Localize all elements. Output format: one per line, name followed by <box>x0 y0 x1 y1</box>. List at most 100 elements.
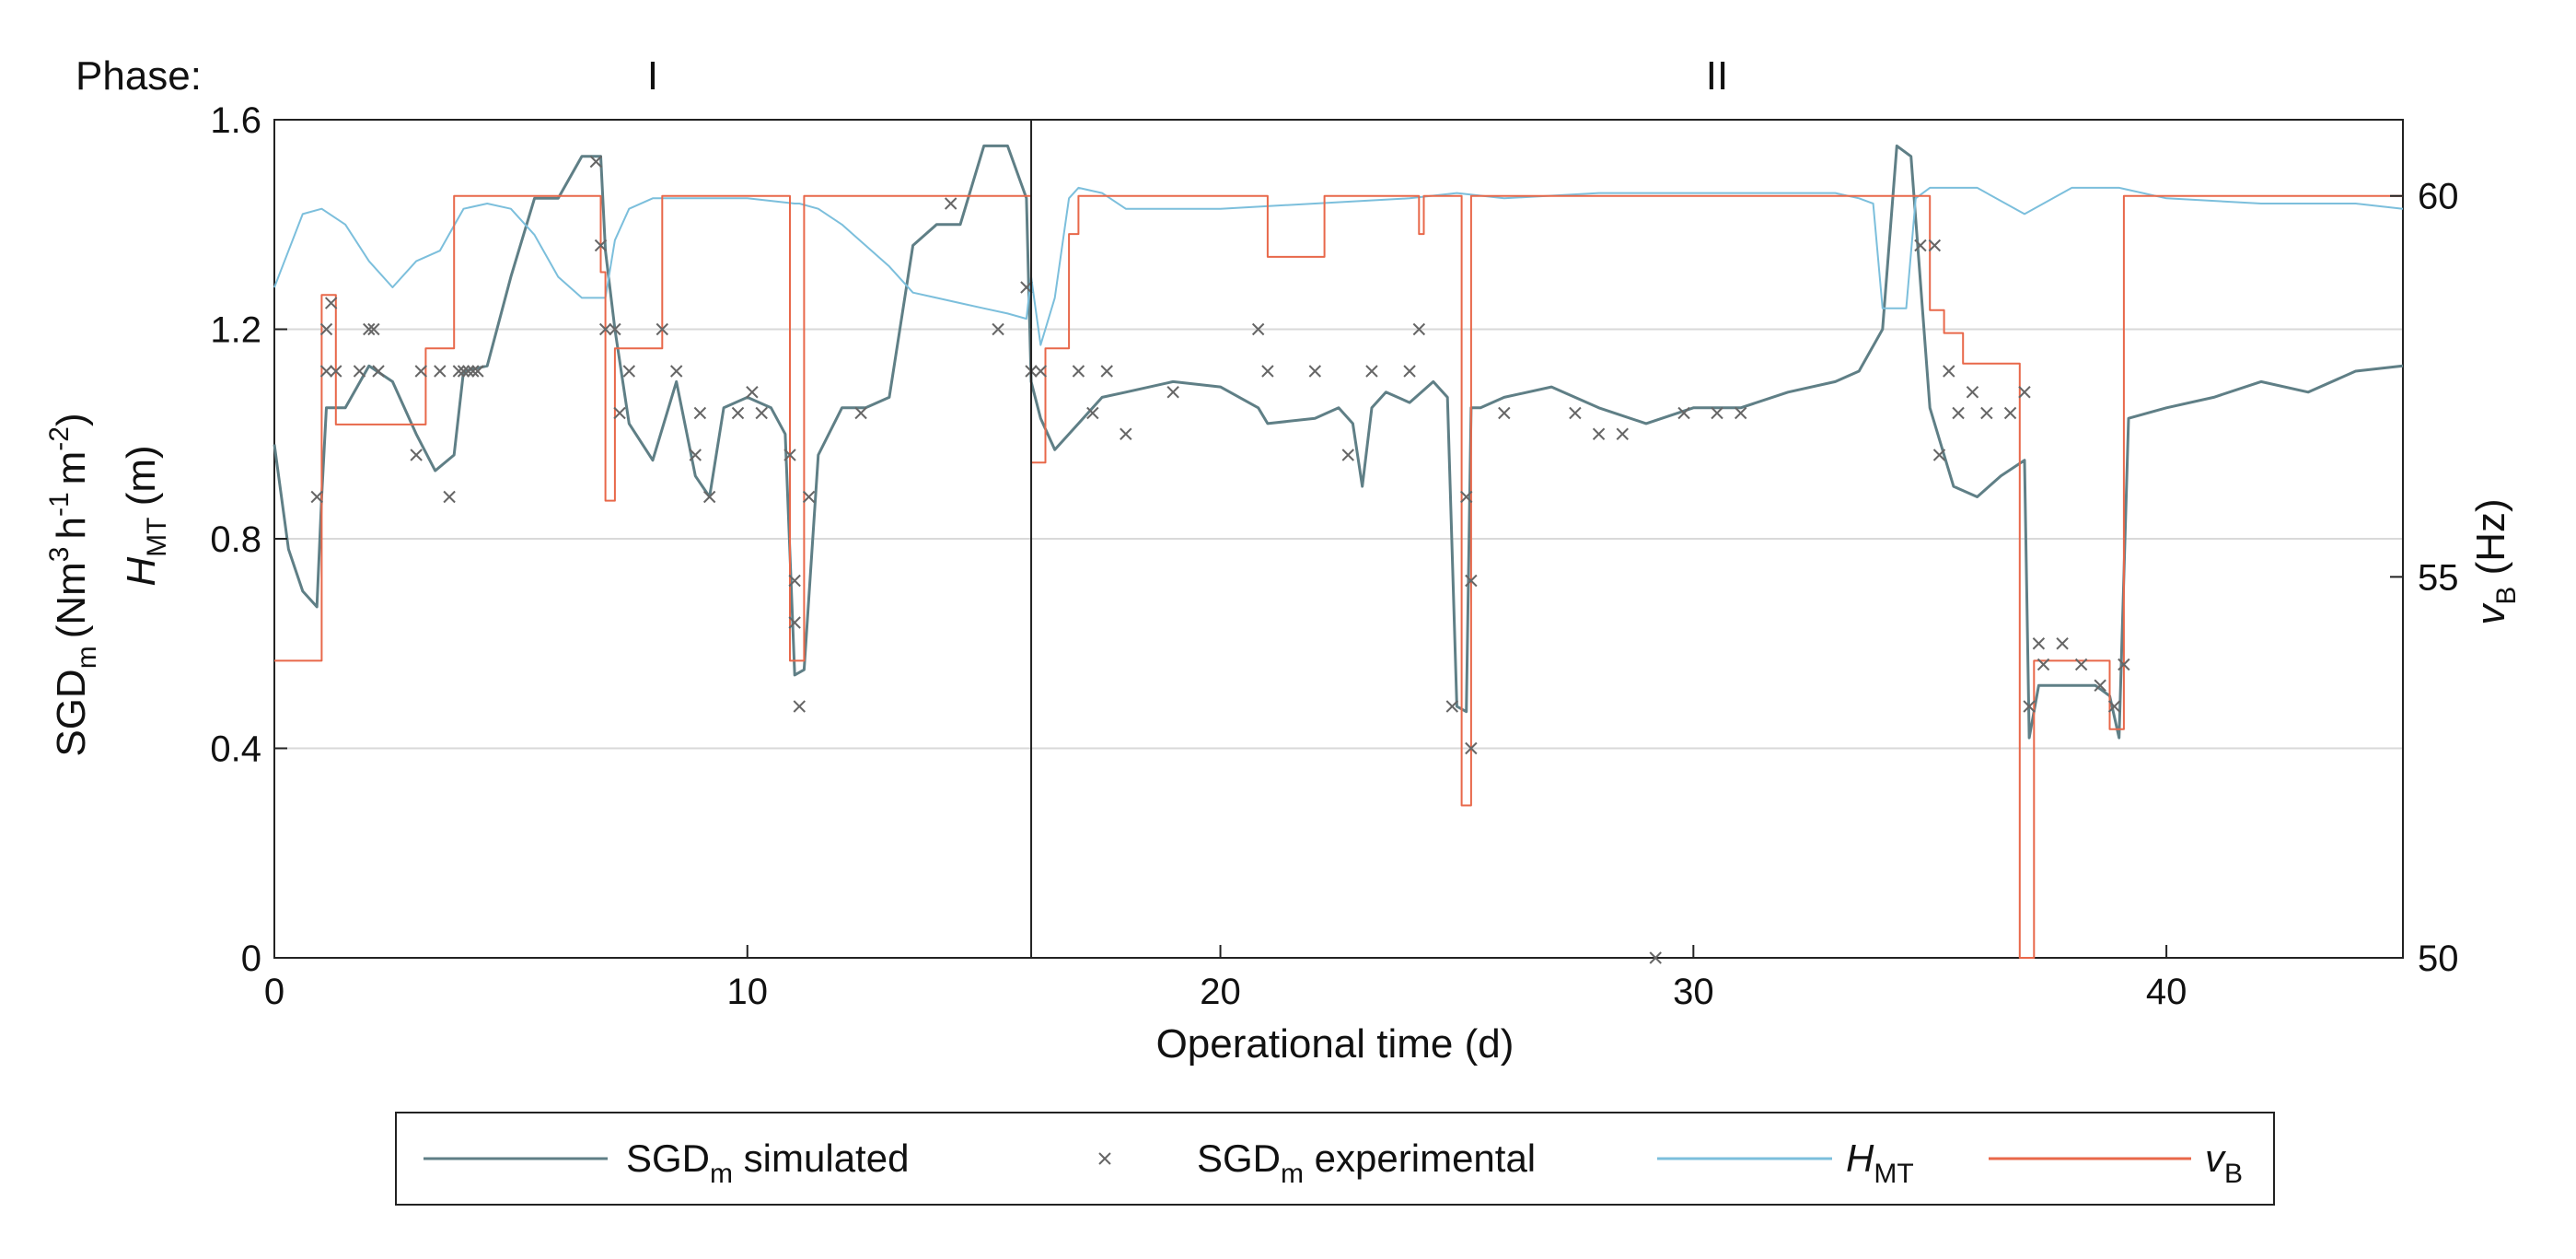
experimental-point-30 <box>746 386 759 399</box>
ylabel-units2: h <box>49 517 94 539</box>
left-axis-title-1: SGDm(Nm3h-1m-2) <box>44 413 102 756</box>
series-line-0 <box>273 144 2404 740</box>
experimental-point-29 <box>731 406 745 420</box>
experimental-point-6 <box>363 322 376 336</box>
experimental-point-14 <box>457 365 470 378</box>
x-tick-label-3: 30 <box>1673 972 1714 1012</box>
legend-label-sub-2: MT <box>1874 1159 1913 1189</box>
x-tick-label-2: 20 <box>1200 972 1241 1012</box>
experimental-point-39 <box>992 322 1004 336</box>
experimental-point-44 <box>1086 406 1099 420</box>
experimental-point-66 <box>1735 406 1747 420</box>
experimental-point-43 <box>1072 365 1085 378</box>
experimental-point-26 <box>689 449 702 461</box>
left-axis-ticks: 0 0.4 0.8 1.2 1.6 <box>210 100 287 979</box>
experimental-point-8 <box>372 365 385 378</box>
experimental-point-82 <box>2107 700 2121 713</box>
phase-name-0: I <box>647 53 658 99</box>
experimental-markers <box>310 155 2130 964</box>
experimental-point-32 <box>783 449 796 461</box>
ylabel-v-sub: B <box>2491 587 2522 605</box>
experimental-point-2 <box>319 322 333 336</box>
experimental-point-21 <box>609 322 621 336</box>
experimental-point-62 <box>1616 427 1629 440</box>
experimental-point-15 <box>461 365 475 378</box>
left-axis-title-2: HMT (m) <box>119 445 172 586</box>
experimental-point-23 <box>622 365 636 378</box>
legend-label-main-1: SGD <box>1197 1137 1281 1180</box>
experimental-point-4 <box>330 365 342 378</box>
experimental-point-38 <box>944 197 957 210</box>
experimental-point-54 <box>1412 322 1426 336</box>
experimental-point-59 <box>1498 406 1511 420</box>
left-tick-label-0: 0 <box>241 938 261 979</box>
right-axis-ticks: 50 55 60 <box>2390 177 2459 979</box>
experimental-point-56 <box>1460 490 1473 504</box>
right-tick-label-1: 55 <box>2418 557 2459 598</box>
experimental-point-81 <box>2094 679 2106 692</box>
experimental-point-55 <box>1445 700 1459 713</box>
experimental-point-35 <box>793 700 806 713</box>
experimental-point-80 <box>2074 658 2088 671</box>
legend-label-0: SGDm simulated <box>626 1137 909 1189</box>
ylabel-units-end: ) <box>49 413 94 426</box>
experimental-point-74 <box>2003 406 2017 420</box>
experimental-point-0 <box>310 490 323 504</box>
ylabel-h-units: (m) <box>119 445 164 517</box>
experimental-point-77 <box>2032 637 2046 650</box>
experimental-point-16 <box>467 365 480 378</box>
experimental-point-69 <box>1932 449 1946 461</box>
experimental-point-18 <box>589 155 603 169</box>
ylabel-h-sub: MT <box>142 518 172 557</box>
experimental-point-34 <box>788 616 801 629</box>
legend-label-3: vB <box>2205 1137 2243 1189</box>
legend-label-main-2: H <box>1846 1137 1874 1180</box>
phase-label: Phase: <box>75 53 202 99</box>
ylabel-sgd-sub: m <box>72 646 102 669</box>
left-tick-label-3: 1.2 <box>210 310 261 351</box>
ylabel-h: H <box>119 557 164 587</box>
phase-name-1: II <box>1706 53 1728 99</box>
experimental-point-71 <box>1952 406 1965 420</box>
x-axis-title: Operational time (d) <box>1156 1021 1514 1067</box>
experimental-point-68 <box>1928 239 1942 252</box>
experimental-point-83 <box>2118 658 2130 671</box>
ylabel-supm2: -2 <box>44 426 75 451</box>
experimental-point-36 <box>802 490 816 504</box>
experimental-point-58 <box>1465 741 1478 755</box>
experimental-point-64 <box>1677 406 1690 420</box>
experimental-point-60 <box>1569 406 1582 420</box>
right-tick-label-0: 50 <box>2418 938 2459 979</box>
experimental-point-61 <box>1592 427 1606 440</box>
phase-names: I II <box>647 53 1728 99</box>
experimental-point-11 <box>434 365 447 378</box>
legend-marker-1 <box>1098 1152 1111 1165</box>
left-axis-title-hmt: HMT (m) <box>119 445 172 586</box>
x-tick-label-0: 0 <box>264 972 284 1012</box>
legend-label-sub-3: B <box>2224 1159 2243 1189</box>
experimental-point-45 <box>1100 365 1113 378</box>
right-tick-label-2: 60 <box>2418 177 2459 217</box>
experimental-point-57 <box>1465 574 1478 588</box>
experimental-point-17 <box>471 365 484 378</box>
experimental-point-52 <box>1365 365 1378 378</box>
experimental-point-67 <box>1914 239 1927 252</box>
experimental-point-37 <box>854 406 867 420</box>
left-tick-label-4: 1.6 <box>210 100 261 141</box>
experimental-point-48 <box>1251 322 1265 336</box>
experimental-point-28 <box>702 490 716 504</box>
experimental-point-50 <box>1308 365 1322 378</box>
experimental-point-72 <box>1966 386 1979 399</box>
experimental-point-27 <box>693 406 707 420</box>
legend-label-suffix-0: simulated <box>733 1137 909 1180</box>
experimental-point-33 <box>788 574 801 588</box>
x-axis-ticks: 0 10 20 30 40 <box>264 945 2187 1012</box>
x-tick-label-4: 40 <box>2146 972 2187 1012</box>
ylabel-supm1: -1 <box>44 492 75 517</box>
experimental-point-12 <box>443 490 456 504</box>
experimental-point-3 <box>324 297 338 309</box>
ylabel-v-units: (Hz) <box>2468 498 2513 586</box>
experimental-point-20 <box>598 322 612 336</box>
legend-label-sub-1: m <box>1281 1159 1304 1189</box>
